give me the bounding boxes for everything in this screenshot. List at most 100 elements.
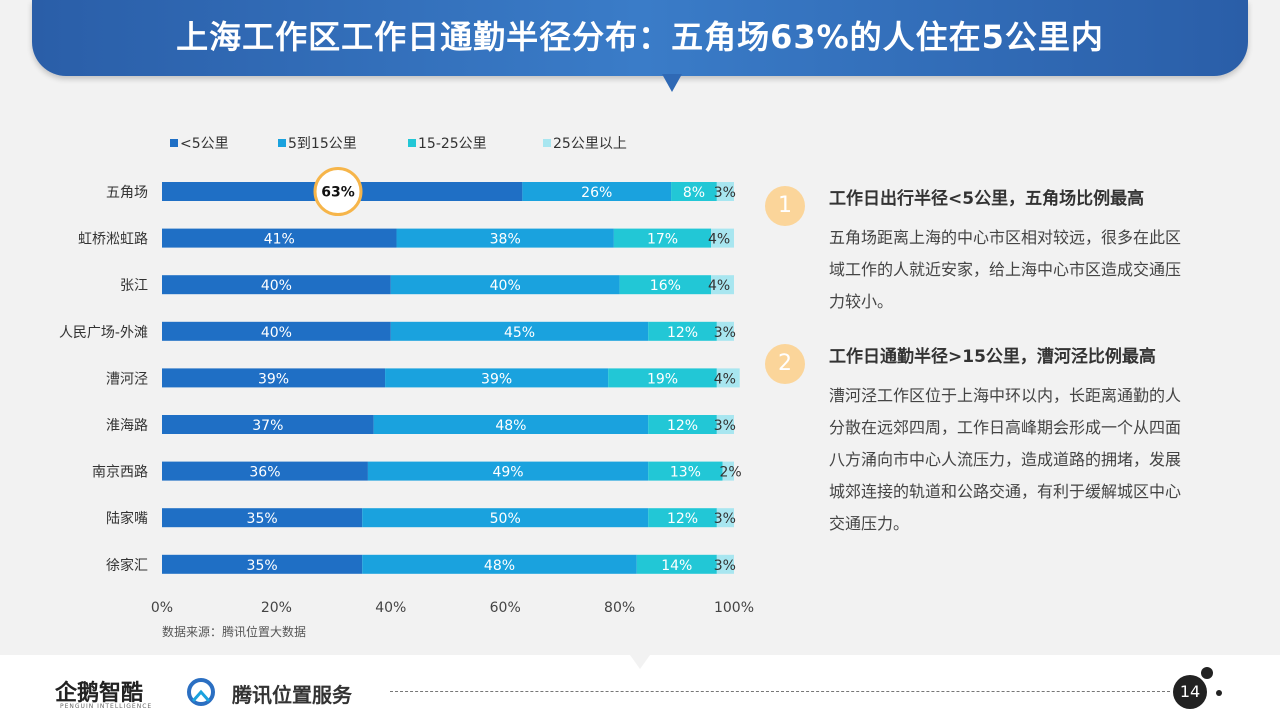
category-label: 漕河泾 xyxy=(106,371,148,387)
bar-segment xyxy=(711,275,734,295)
data-label: 35% xyxy=(247,558,278,574)
data-label: 3% xyxy=(714,325,736,341)
legend-swatch xyxy=(408,139,416,147)
decor-dot-small xyxy=(1216,690,1222,696)
data-label: 19% xyxy=(647,371,678,387)
category-label: 张江 xyxy=(120,278,148,294)
bar-segment xyxy=(162,228,397,248)
insight-body-2: 漕河泾工作区位于上海中环以内，长距离通勤的人分散在远郊四周，工作日高峰期会形成一… xyxy=(829,386,1182,533)
data-label: 39% xyxy=(258,371,289,387)
tencent-location-logo-icon xyxy=(187,678,215,706)
category-label: 虹桥淞虹路 xyxy=(78,232,148,248)
data-label: 48% xyxy=(495,418,526,434)
bar-segment xyxy=(648,321,717,341)
bar-segment xyxy=(162,461,368,481)
bar-segment xyxy=(648,508,717,528)
data-label: 3% xyxy=(714,418,736,434)
data-label: 37% xyxy=(252,418,283,434)
tencent-location-logo: 腾讯位置服务 xyxy=(232,683,352,707)
bar-segment xyxy=(648,415,717,434)
highlight-label: 63% xyxy=(321,185,355,201)
footer: 企鹅智酷 PENGUIN INTELLIGENCE 腾讯位置服务 14 xyxy=(0,655,1280,720)
data-label: 14% xyxy=(661,558,692,574)
insight-number-1: 1 xyxy=(765,186,805,226)
legend-swatch xyxy=(278,139,286,147)
category-label: 徐家汇 xyxy=(106,557,148,574)
data-label: 26% xyxy=(581,185,612,201)
x-tick-label: 0% xyxy=(151,600,173,616)
highlight-circle xyxy=(313,167,363,216)
bar-segment xyxy=(716,182,734,201)
data-label: 17% xyxy=(647,232,678,248)
x-tick-label: 60% xyxy=(490,600,521,616)
bar-segment xyxy=(716,368,740,388)
title-banner: 上海工作区工作日通勤半径分布：五角场63%的人住在5公里内 xyxy=(32,0,1248,92)
data-label: 45% xyxy=(504,325,535,341)
data-label: 49% xyxy=(492,465,523,481)
legend-swatch xyxy=(543,139,551,147)
stacked-bar-chart: <5公里 5到15公里 15-25公里 25公里以上 0% 20% 40% 60% 80% 100… xyxy=(59,136,754,639)
bar-segment xyxy=(162,554,363,574)
data-label: 3% xyxy=(714,558,736,574)
legend-swatch xyxy=(170,139,178,147)
bar-segment xyxy=(390,275,620,295)
data-label: 2% xyxy=(719,465,741,481)
bar-segment xyxy=(613,228,712,248)
x-tick-label: 80% xyxy=(604,600,635,616)
bar-segment xyxy=(716,554,734,574)
bar-segment xyxy=(396,228,614,248)
data-source: 数据来源：腾讯位置大数据 xyxy=(162,624,306,639)
data-label: 36% xyxy=(249,465,280,481)
data-label: 8% xyxy=(683,185,705,201)
data-label: 4% xyxy=(708,232,730,248)
penguin-intelligence-subtitle: PENGUIN INTELLIGENCE xyxy=(60,703,153,710)
bar-segment xyxy=(162,415,374,434)
data-label: 39% xyxy=(481,371,512,387)
bar-segment xyxy=(367,461,649,481)
insight-number-2: 2 xyxy=(765,344,805,384)
data-label: 12% xyxy=(667,325,698,341)
data-label: 48% xyxy=(484,558,515,574)
bar-segment xyxy=(716,508,734,528)
footer-divider xyxy=(390,691,1170,692)
insight-title-1: 工作日出行半径<5公里，五角场比例最高 xyxy=(829,189,1145,209)
insight-title-2: 工作日通勤半径>15公里，漕河泾比例最高 xyxy=(829,347,1156,367)
x-tick-label: 20% xyxy=(261,600,292,616)
bar-segment xyxy=(671,182,717,201)
page-number: 14 xyxy=(1173,675,1207,709)
bar-segment xyxy=(162,275,391,295)
penguin-intelligence-logo: 企鹅智酷 xyxy=(55,681,144,706)
data-label: 4% xyxy=(708,278,730,294)
data-label: 40% xyxy=(490,278,521,294)
decor-dot xyxy=(1201,667,1213,679)
insight-body-1: 五角场距离上海的中心市区相对较远，很多在此区域工作的人就近安家，给上海中心市区造… xyxy=(829,228,1182,311)
category-label: 陆家嘴 xyxy=(106,510,148,527)
data-label: 41% xyxy=(264,232,295,248)
legend-label: 25公里以上 xyxy=(553,136,627,152)
data-label: 3% xyxy=(714,511,736,527)
bar-segment xyxy=(362,554,637,574)
category-label: 淮海路 xyxy=(106,418,148,434)
bar-segment xyxy=(385,368,609,388)
data-label: 16% xyxy=(650,278,681,294)
category-label: 人民广场-外滩 xyxy=(59,325,148,341)
data-label: 35% xyxy=(247,511,278,527)
bar-segment xyxy=(716,415,734,434)
insight-1: 1 工作日出行半径<5公里，五角场比例最高 五角场距离上海的中心市区相对较远，很… xyxy=(765,186,1225,318)
bar-segment xyxy=(648,461,723,481)
footer-pointer xyxy=(630,655,650,669)
x-tick-label: 100% xyxy=(714,600,754,616)
insight-2: 2 工作日通勤半径>15公里，漕河泾比例最高 漕河泾工作区位于上海中环以内，长距… xyxy=(765,344,1225,540)
legend-label: <5公里 xyxy=(180,136,229,152)
bar-segment xyxy=(362,508,649,528)
data-label: 40% xyxy=(261,325,292,341)
bar-segment xyxy=(373,415,649,434)
bar-segment xyxy=(162,368,386,388)
data-label: 38% xyxy=(490,232,521,248)
data-label: 12% xyxy=(667,511,698,527)
bar-segment xyxy=(162,321,391,341)
x-tick-label: 40% xyxy=(375,600,406,616)
bar-segment xyxy=(636,554,717,574)
bar-segment xyxy=(619,275,712,295)
data-label: 50% xyxy=(490,511,521,527)
